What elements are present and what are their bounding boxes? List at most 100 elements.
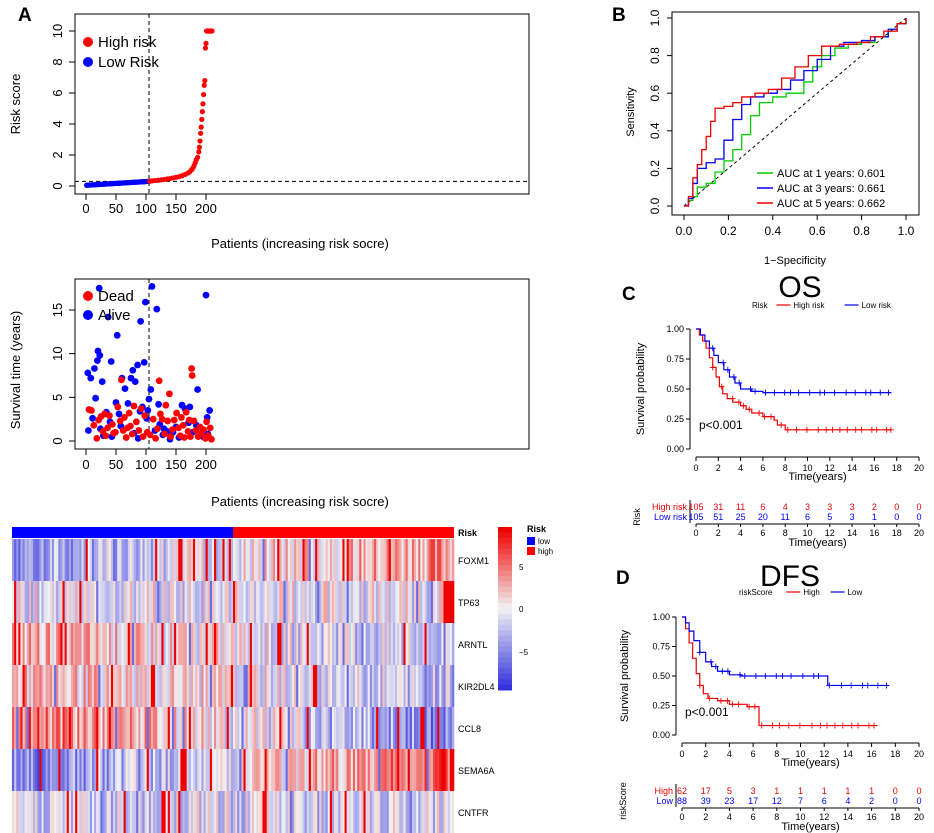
heatmap-cell [153, 749, 156, 791]
heatmap-cell [43, 749, 46, 791]
heatmap-cell [289, 791, 293, 833]
heatmap-cell [16, 707, 19, 749]
heatmap-cell [110, 623, 114, 665]
heatmap-cell [294, 791, 297, 833]
heatmap-cell [79, 665, 82, 707]
heatmap-cell [291, 749, 295, 791]
heatmap-cell [260, 707, 263, 749]
x-tick-label: 4 [727, 812, 732, 822]
heatmap-cell [230, 749, 234, 791]
heatmap-cell [283, 707, 286, 749]
heatmap-cell [131, 581, 135, 623]
heatmap-cell [203, 623, 206, 665]
heatmap-cell [378, 707, 381, 749]
x-tick-label: 2 [703, 749, 708, 759]
heatmap-cell [136, 581, 139, 623]
heatmap-cell [20, 791, 23, 833]
heatmap-cell [51, 581, 55, 623]
heatmap-cell [218, 581, 221, 623]
heatmap-cell [317, 581, 320, 623]
heatmap-cell [312, 623, 316, 665]
heatmap-cell [235, 665, 238, 707]
heatmap-cell [302, 665, 305, 707]
heatmap-cell [207, 539, 211, 581]
heatmap-cell [319, 581, 322, 623]
heatmap-cell [129, 707, 133, 749]
heatmap-cell [30, 623, 34, 665]
heatmap-cell [100, 707, 103, 749]
x-tick-label: 100 [135, 201, 157, 216]
heatmap-cell [205, 707, 209, 749]
heatmap-cell [129, 623, 133, 665]
heatmap-cell [104, 749, 108, 791]
heatmap-cell [125, 791, 129, 833]
heatmap-cell [110, 539, 114, 581]
heatmap-cell [342, 791, 345, 833]
x-tick-label: 150 [165, 201, 187, 216]
heatmap-cell [22, 791, 25, 833]
heatmap-cell [60, 791, 63, 833]
heatmap-cell [180, 539, 183, 581]
heatmap-cell [102, 791, 105, 833]
heatmap-cell [224, 791, 227, 833]
y-tick-label: 10 [50, 346, 65, 360]
alive-point [104, 313, 112, 321]
heatmap-cell [153, 581, 156, 623]
heatmap-cell [281, 665, 284, 707]
heatmap-cell [37, 749, 40, 791]
heatmap-cell [435, 791, 438, 833]
dead-point [169, 426, 176, 434]
heatmap-cell [193, 665, 196, 707]
heatmap-cell [334, 749, 337, 791]
heatmap-cell [315, 581, 318, 623]
heatmap-cell [424, 665, 427, 707]
heatmap-cell [14, 623, 17, 665]
heatmap-cell [325, 749, 329, 791]
heatmap-cell [432, 791, 436, 833]
heatmap-cell [403, 623, 406, 665]
heatmap-cell [390, 791, 394, 833]
heatmap-cell [235, 791, 238, 833]
heatmap-cell [367, 665, 371, 707]
colorbar-step [498, 592, 512, 599]
x-tick-label: 14 [843, 812, 853, 822]
heatmap-cell [68, 623, 72, 665]
heatmap-cell [163, 623, 166, 665]
heatmap-cell [435, 707, 438, 749]
heatmap-cell [296, 791, 299, 833]
heatmap-cell [374, 623, 377, 665]
heatmap-cell [382, 665, 385, 707]
heatmap-cell [184, 749, 187, 791]
heatmap-cell [315, 707, 318, 749]
alive-point [124, 400, 132, 407]
heatmap-cell [209, 623, 213, 665]
heatmap-cell [312, 539, 316, 581]
heatmap-cell [165, 665, 169, 707]
y-tick-label: 0.6 [648, 85, 662, 102]
heatmap-cell [247, 665, 251, 707]
heatmap-cell [418, 707, 421, 749]
heatmap-cell [281, 707, 284, 749]
heatmap-cell [275, 707, 278, 749]
heatmap-cell [275, 581, 278, 623]
heatmap-cell [66, 539, 70, 581]
heatmap-cell [237, 623, 240, 665]
heatmap-cell [30, 707, 34, 749]
heatmap-cell [184, 581, 187, 623]
y-tick-label: 2 [50, 151, 65, 158]
heatmap-cell [266, 707, 270, 749]
heatmap-cell [102, 749, 105, 791]
heatmap-cell [159, 623, 162, 665]
heatmap-cell [254, 791, 257, 833]
heatmap-cell [134, 749, 137, 791]
heatmap-cell [352, 749, 356, 791]
heatmap-cell [207, 581, 211, 623]
colorbar-step [498, 673, 512, 680]
heatmap-cell [41, 707, 44, 749]
heatmap-cell [308, 707, 312, 749]
heatmap-cell [331, 749, 335, 791]
heatmap-cell [127, 623, 131, 665]
heatmap-cell [12, 791, 15, 833]
heatmap-cell [262, 749, 265, 791]
